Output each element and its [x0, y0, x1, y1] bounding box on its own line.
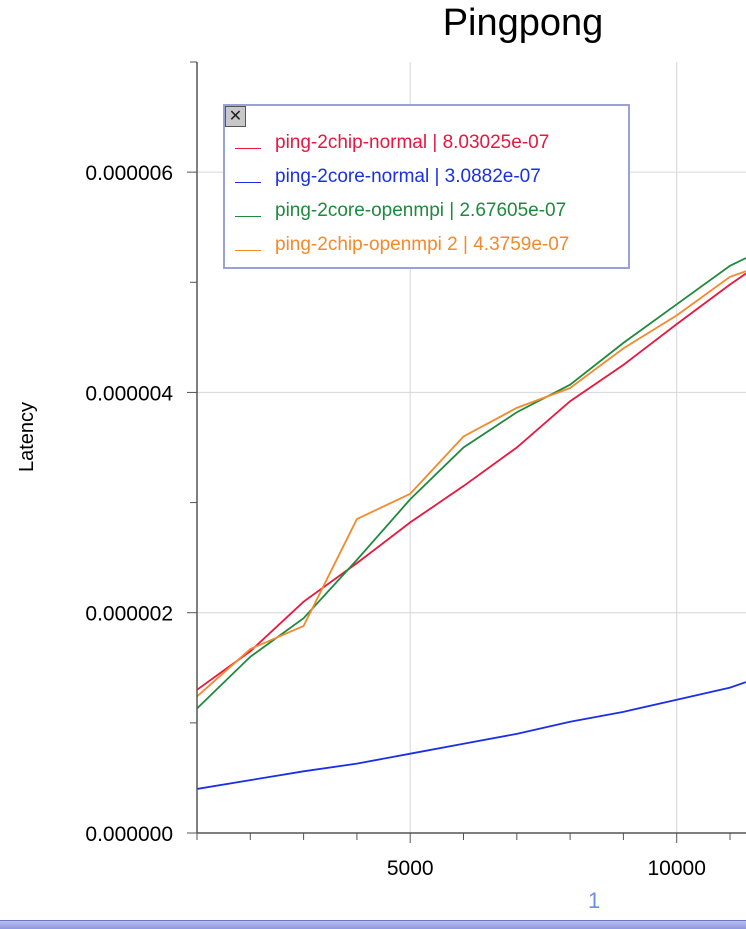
y-tick-label: 0.000002 — [85, 603, 173, 626]
legend-swatch — [235, 250, 261, 252]
legend-swatch — [235, 182, 261, 184]
y-tick-label: 0.000004 — [85, 382, 173, 405]
series-line-2 — [197, 257, 746, 710]
series-line-0 — [197, 272, 746, 691]
close-icon[interactable]: ✕ — [225, 106, 246, 127]
axes — [187, 61, 746, 843]
legend-label: ping-2chip-openmpi 2 | 4.3759e-07 — [275, 234, 570, 255]
legend[interactable]: ✕ ping-2chip-normal | 8.03025e-07 ping-2c… — [223, 104, 630, 269]
series-line-3 — [197, 270, 746, 698]
tick-labels: 5000 10000 0.000000 0.000002 0.000004 0.00000… — [85, 162, 706, 880]
chart-title: Pingpong — [442, 2, 604, 44]
series-lines — [197, 257, 746, 790]
legend-entry[interactable]: ping-2core-normal | 3.0882e-07 — [235, 166, 541, 194]
y-tick-label: 0.000000 — [85, 823, 173, 846]
legend-entry[interactable]: ping-2chip-openmpi 2 | 4.3759e-07 — [235, 234, 569, 262]
page-number: 1 — [588, 888, 601, 913]
series-line-1 — [197, 681, 746, 790]
x-tick-label: 5000 — [387, 857, 434, 880]
legend-entry[interactable]: ping-2core-openmpi | 2.67605e-07 — [235, 200, 566, 228]
y-tick-label: 0.000006 — [85, 162, 173, 185]
legend-label: ping-2core-openmpi | 2.67605e-07 — [275, 200, 567, 221]
legend-swatch — [235, 148, 261, 150]
bottom-scrollbar[interactable] — [0, 920, 746, 929]
legend-entry[interactable]: ping-2chip-normal | 8.03025e-07 — [235, 132, 549, 160]
x-tick-label: 10000 — [648, 857, 706, 880]
legend-swatch — [235, 216, 261, 218]
legend-label: ping-2chip-normal | 8.03025e-07 — [275, 132, 550, 153]
legend-label: ping-2core-normal | 3.0882e-07 — [275, 166, 541, 187]
